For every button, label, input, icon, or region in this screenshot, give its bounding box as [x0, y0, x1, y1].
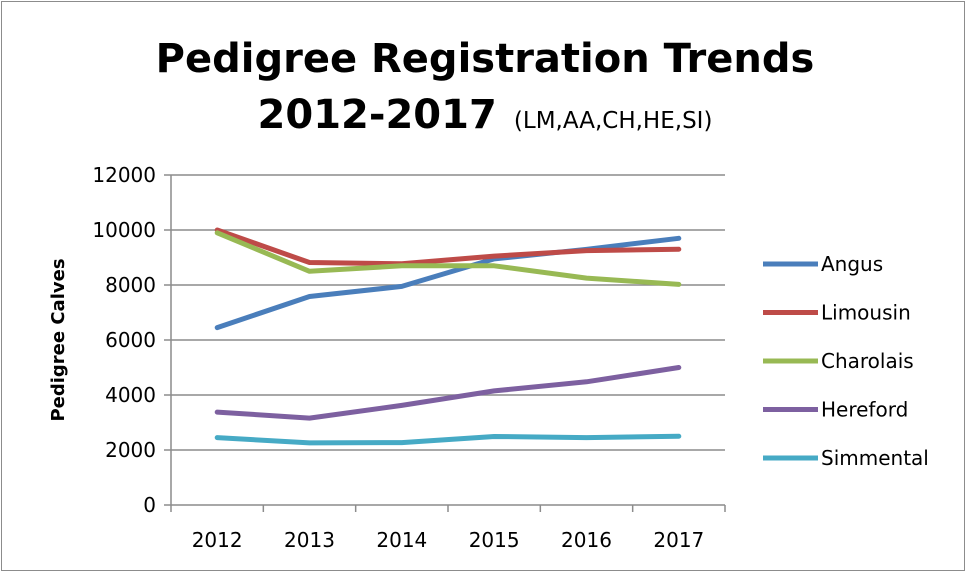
chart-title-line2-group: 2012-2017 (LM,AA,CH,HE,SI) [258, 92, 713, 138]
axes: 0 2000 4000 6000 8000 10000 12000 2012 2013 2014 2… [92, 163, 726, 552]
chart-title-suffix: (LM,AA,CH,HE,SI) [514, 108, 713, 134]
chart-title-years: 2012-2017 [258, 92, 497, 138]
x-tick-label: 2016 [561, 528, 612, 552]
y-tick-label: 6000 [105, 328, 156, 352]
chart-title: Pedigree Registration Trends [156, 36, 815, 82]
y-tick-label: 8000 [105, 273, 156, 297]
y-tick-label: 4000 [105, 383, 156, 407]
x-tick-label: 2013 [284, 528, 335, 552]
legend-label-angus: Angus [821, 252, 883, 276]
gridlines [171, 174, 725, 451]
series-line-limousin [214, 227, 682, 267]
y-axis-label: Pedigree Calves [48, 258, 69, 421]
series-line-angus [214, 235, 682, 331]
x-tick-label: 2014 [376, 528, 427, 552]
legend-label-simmental: Simmental [821, 446, 929, 470]
y-tick-label: 10000 [92, 218, 156, 242]
x-tick-label: 2017 [653, 528, 704, 552]
series-line-charolais [214, 230, 682, 287]
y-tick-label: 0 [143, 493, 156, 517]
series-line-simmental [214, 433, 682, 446]
series-lines [214, 227, 682, 446]
y-tick-label: 12000 [92, 163, 156, 187]
legend-label-hereford: Hereford [821, 398, 908, 422]
legend-label-limousin: Limousin [821, 301, 911, 325]
y-tick-label: 2000 [105, 438, 156, 462]
series-line-hereford [214, 365, 682, 421]
x-tick-label: 2012 [192, 528, 243, 552]
legend-label-charolais: Charolais [821, 349, 914, 373]
x-tick-label: 2015 [469, 528, 520, 552]
legend: Angus Limousin Charolais Hereford Simmental [763, 252, 929, 470]
